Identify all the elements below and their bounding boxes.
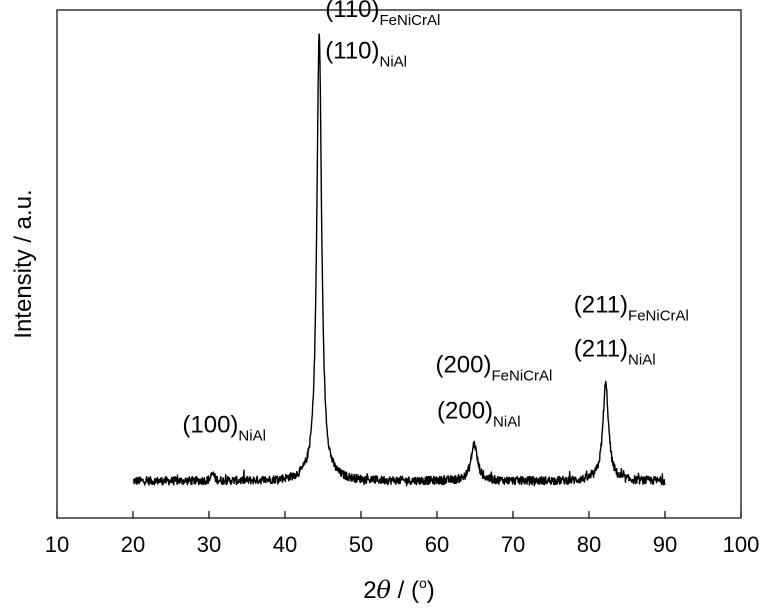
ann-110-fenicral-phase: FeNiCrAl xyxy=(380,12,441,29)
ann-211-fenicral-phase: FeNiCrAl xyxy=(628,307,689,324)
ann-211-nial: (211)NiAl xyxy=(574,335,656,368)
ann-110-fenicral: (110)FeNiCrAl xyxy=(325,0,440,29)
x-tick-label-10: 10 xyxy=(45,532,69,557)
ann-211-nial-phase: NiAl xyxy=(628,351,656,368)
y-axis-title: Intensity / a.u. xyxy=(10,189,37,338)
xrd-pattern-line xyxy=(132,33,666,487)
plot-frame xyxy=(56,9,742,519)
x-tick-label-20: 20 xyxy=(121,532,145,557)
ann-110-nial: (110)NiAl xyxy=(325,37,407,70)
x-tick-label-50: 50 xyxy=(349,532,373,557)
x-tick-label-40: 40 xyxy=(273,532,297,557)
x-axis-title: 2θ / (o) xyxy=(363,575,435,604)
ann-100-nial-index: (100) xyxy=(182,412,238,439)
ann-100-nial: (100)NiAl xyxy=(182,412,266,445)
ann-110-nial-phase: NiAl xyxy=(380,53,408,70)
ann-200-fenicral-phase: FeNiCrAl xyxy=(492,368,553,385)
x-tick-label-30: 30 xyxy=(197,532,221,557)
x-axis-title-close: ) xyxy=(427,577,435,604)
x-tick-label-70: 70 xyxy=(501,532,525,557)
ann-100-nial-phase: NiAl xyxy=(238,428,266,445)
ann-200-fenicral: (200)FeNiCrAl xyxy=(435,352,552,385)
ann-110-nial-index: (110) xyxy=(325,37,379,64)
ann-211-fenicral: (211)FeNiCrAl xyxy=(574,291,689,324)
x-axis-title-degree: o xyxy=(419,575,427,591)
x-axis-title-prefix: 2 xyxy=(363,577,376,604)
ann-211-fenicral-index: (211) xyxy=(574,291,628,318)
x-axis-title-theta: θ xyxy=(377,576,392,604)
x-tick-label-80: 80 xyxy=(577,532,601,557)
x-tick-label-60: 60 xyxy=(425,532,449,557)
ann-110-fenicral-index: (110) xyxy=(325,0,379,23)
x-axis-ticks xyxy=(56,511,742,518)
ann-200-nial-index: (200) xyxy=(437,398,493,425)
ann-200-nial-phase: NiAl xyxy=(493,414,521,431)
x-axis-tick-labels: 10 20 30 40 50 60 70 80 90 100 xyxy=(45,532,760,557)
ann-200-fenicral-index: (200) xyxy=(435,352,491,379)
x-tick-label-100: 100 xyxy=(723,532,760,557)
peak-annotations: (100)NiAl(110)FeNiCrAl(110)NiAl(200)FeNi… xyxy=(182,0,688,445)
ann-200-nial: (200)NiAl xyxy=(437,398,521,431)
x-axis-title-unit: / ( xyxy=(391,577,419,604)
ann-211-nial-index: (211) xyxy=(574,335,628,362)
x-tick-label-90: 90 xyxy=(653,532,677,557)
